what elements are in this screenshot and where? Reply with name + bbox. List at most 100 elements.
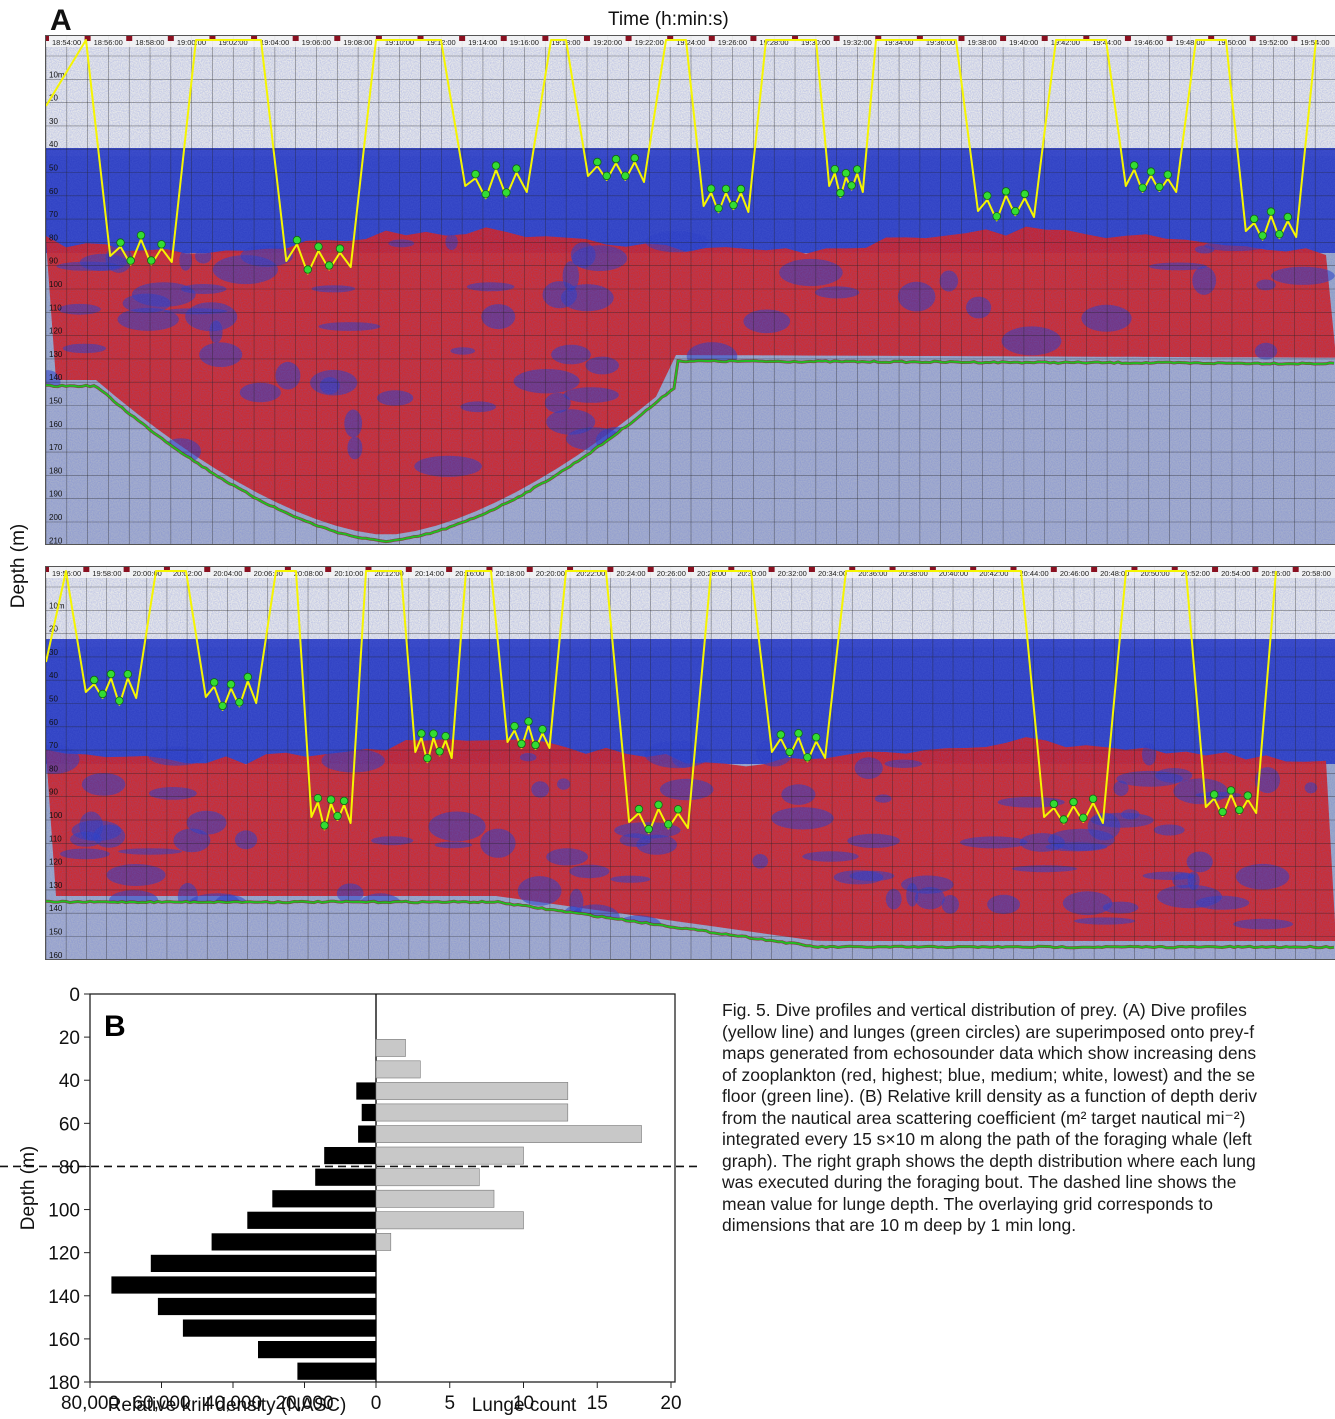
lunge-marker — [602, 171, 611, 181]
plot-frame — [89, 993, 676, 1383]
y-tick-label: 100 — [48, 1201, 80, 1222]
time-strip — [46, 36, 1335, 47]
time-marker — [500, 36, 507, 41]
time-tick-label: 20:40:00 — [939, 569, 968, 578]
time-marker — [1041, 36, 1048, 41]
caption-line: maps generated from echosounder data whi… — [722, 1043, 1257, 1063]
time-marker — [625, 36, 632, 41]
time-marker — [542, 36, 549, 41]
y-tick-label: 160 — [48, 1330, 80, 1351]
lunge-marker — [644, 824, 653, 834]
depth-tick-label: 130 — [49, 350, 63, 359]
lunge-marker — [1266, 207, 1276, 216]
time-marker — [334, 36, 341, 41]
time-tick-label: 20:54:00 — [1221, 569, 1250, 578]
time-marker — [375, 36, 382, 41]
lunge-count-bar — [375, 1189, 495, 1208]
lunge-marker — [621, 171, 630, 180]
lunge-marker — [524, 717, 533, 726]
time-marker — [1212, 567, 1219, 572]
time-marker — [849, 567, 856, 572]
caption-line: graph). The right graph shows the depth … — [722, 1150, 1256, 1171]
lunge-marker — [1275, 229, 1284, 239]
lunge-marker — [803, 753, 812, 762]
krill-density-bar — [272, 1190, 376, 1208]
depth-tick-label: 140 — [49, 904, 63, 913]
krill-density-bar — [111, 1276, 377, 1294]
depth-tick-label: 70 — [49, 210, 58, 219]
lunge-x-axis-title: Lunge count — [472, 1395, 577, 1416]
time-marker — [365, 567, 372, 572]
lunge-count-bar — [375, 1125, 642, 1144]
time-marker — [209, 36, 216, 41]
caption-line: (yellow line) and lunges (green circles)… — [722, 1021, 1255, 1042]
lunge-marker — [335, 244, 345, 253]
lunge-marker — [634, 804, 644, 814]
lunge-marker — [785, 747, 794, 757]
lunge-x-tick-label: 10 — [513, 1393, 534, 1414]
time-marker — [123, 567, 130, 572]
lunge-count-bar — [375, 1082, 569, 1100]
lunge-marker — [983, 191, 992, 200]
depth-tick-label: 30 — [49, 648, 58, 657]
time-marker — [1131, 567, 1138, 572]
lunge-count-bar — [375, 1168, 480, 1187]
time-marker — [792, 36, 799, 41]
time-tick-label: 19:36:00 — [926, 38, 955, 47]
lunge-marker — [1209, 790, 1219, 799]
time-tick-label: 19:32:00 — [843, 38, 872, 47]
dive-profile-line — [46, 570, 1277, 835]
echogram-bottom: 10m 20 30 40 50 60 70 80 90 100 110 120 130 140 150 160… — [45, 566, 1335, 960]
depth-tick-label: 40 — [49, 140, 58, 149]
time-tick-label: 19:34:00 — [884, 38, 913, 47]
y-tick-label: 80 — [59, 1157, 80, 1178]
lunge-marker — [1069, 797, 1078, 807]
depth-tick-label: 110 — [49, 303, 62, 312]
lunge-marker — [1226, 786, 1236, 795]
krill-x-tick-label: 20,000 — [275, 1393, 333, 1414]
lunge-marker — [776, 730, 785, 739]
time-tick-label: 20:42:00 — [979, 569, 1008, 578]
depth-tick-label: 170 — [49, 443, 63, 452]
time-marker — [889, 567, 896, 572]
lunge-marker — [226, 680, 236, 689]
krill-density-bar — [315, 1168, 376, 1186]
krill-density-bar — [157, 1297, 376, 1316]
lunge-marker — [423, 753, 432, 763]
lunge-marker — [1059, 815, 1068, 824]
time-marker — [768, 567, 775, 572]
time-marker — [688, 567, 694, 572]
lunge-marker — [429, 729, 438, 738]
depth-tick-label: 120 — [49, 858, 63, 867]
lunge-count-bar — [375, 1060, 421, 1079]
time-marker — [204, 567, 211, 572]
time-marker — [583, 36, 590, 41]
lunge-marker — [812, 733, 821, 742]
depth-tick-label: 210 — [49, 536, 63, 544]
lunge-count-bar — [375, 1103, 569, 1122]
time-marker — [417, 36, 424, 41]
time-tick-label: 19:22:00 — [635, 38, 664, 47]
time-tick-label: 19:42:00 — [1051, 38, 1080, 47]
lunge-marker — [491, 161, 501, 170]
time-tick-label: 19:14:00 — [468, 38, 497, 47]
time-tick-label: 20:52:00 — [1181, 569, 1210, 578]
time-tick-label: 18:56:00 — [94, 38, 123, 47]
lunge-marker — [1218, 807, 1227, 817]
time-marker — [526, 567, 533, 572]
depth-tick-label: 60 — [49, 718, 58, 727]
lunge-marker — [417, 729, 426, 738]
time-tick-label: 20:16:00 — [455, 569, 484, 578]
panel-a-letter: A — [50, 4, 72, 37]
time-marker — [325, 567, 332, 572]
lunge-marker — [123, 669, 132, 679]
time-marker — [1249, 36, 1256, 41]
time-marker — [1050, 567, 1057, 572]
krill-x-axis-title: Relative krill density (NASC) — [108, 1395, 347, 1416]
time-marker — [916, 36, 923, 41]
y-axis-title: Depth (m) — [18, 1146, 39, 1230]
depth-tick-label: 180 — [49, 466, 63, 475]
time-marker — [1171, 567, 1178, 572]
time-marker — [647, 567, 654, 572]
dive-profile-line — [46, 39, 1317, 275]
